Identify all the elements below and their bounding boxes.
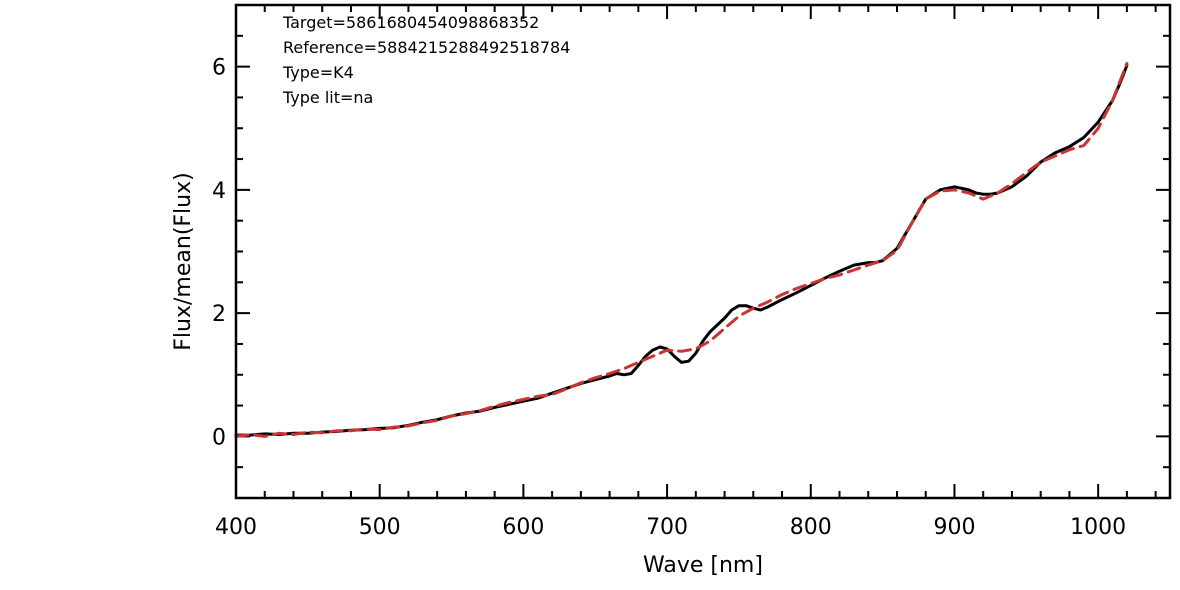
- x-axis-label: Wave [nm]: [643, 553, 763, 578]
- annotation-type: Type=K4: [282, 63, 354, 82]
- y-tick-label: 0: [212, 425, 226, 450]
- y-tick-label: 4: [212, 179, 226, 204]
- x-tick-labels: 400 500 600 700 800 900 1000: [215, 515, 1126, 540]
- annotation-target: Target=5861680454098868352: [282, 13, 539, 32]
- y-tick-labels: 0 2 4 6: [212, 56, 226, 451]
- x-tick-label: 900: [933, 515, 975, 540]
- annotation-block: Target=5861680454098868352 Reference=588…: [282, 13, 570, 107]
- x-tick-label: 400: [215, 515, 257, 540]
- annotation-type-lit: Type lit=na: [282, 88, 373, 107]
- x-tick-label: 800: [790, 515, 832, 540]
- x-tick-label: 700: [646, 515, 688, 540]
- x-tick-label: 1000: [1070, 515, 1126, 540]
- annotation-reference: Reference=5884215288492518784: [283, 38, 570, 57]
- plot-frame: [234, 3, 1172, 500]
- y-tick-label: 6: [212, 56, 226, 81]
- target-spectrum-line: [234, 63, 1129, 437]
- x-tick-label: 500: [359, 515, 401, 540]
- x-tick-label: 600: [502, 515, 544, 540]
- reference-spectrum-line: [234, 62, 1129, 438]
- y-axis-label: Flux/mean(Flux): [171, 172, 196, 350]
- series-layer: [234, 62, 1129, 438]
- axis-ticks: [235, 4, 1170, 499]
- y-tick-label: 2: [212, 302, 226, 327]
